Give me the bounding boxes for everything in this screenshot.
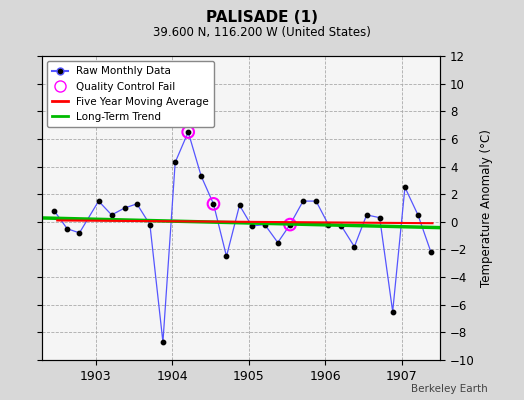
Point — [94, 198, 103, 204]
Point — [235, 202, 244, 208]
Point — [260, 221, 269, 228]
Point — [363, 212, 371, 218]
Y-axis label: Temperature Anomaly (°C): Temperature Anomaly (°C) — [480, 129, 493, 287]
Point — [197, 173, 205, 180]
Point — [376, 214, 384, 221]
Point — [171, 159, 179, 166]
Point — [209, 201, 217, 207]
Text: 39.600 N, 116.200 W (United States): 39.600 N, 116.200 W (United States) — [153, 26, 371, 39]
Point — [107, 212, 116, 218]
Point — [50, 208, 58, 214]
Point — [324, 221, 333, 228]
Point — [159, 339, 167, 345]
Point — [286, 221, 294, 228]
Point — [146, 221, 154, 228]
Point — [337, 223, 345, 229]
Point — [222, 253, 231, 260]
Point — [184, 129, 192, 135]
Point — [184, 129, 192, 135]
Point — [299, 198, 307, 204]
Point — [286, 221, 294, 228]
Point — [247, 223, 256, 229]
Point — [414, 212, 422, 218]
Point — [133, 201, 141, 207]
Point — [427, 249, 435, 256]
Text: PALISADE (1): PALISADE (1) — [206, 10, 318, 25]
Point — [312, 198, 320, 204]
Text: Berkeley Earth: Berkeley Earth — [411, 384, 487, 394]
Point — [388, 308, 397, 315]
Point — [63, 226, 71, 232]
Point — [274, 239, 282, 246]
Point — [209, 201, 217, 207]
Point — [350, 244, 358, 250]
Legend: Raw Monthly Data, Quality Control Fail, Five Year Moving Average, Long-Term Tren: Raw Monthly Data, Quality Control Fail, … — [47, 61, 214, 127]
Point — [401, 184, 409, 190]
Point — [121, 205, 129, 211]
Point — [75, 230, 84, 236]
